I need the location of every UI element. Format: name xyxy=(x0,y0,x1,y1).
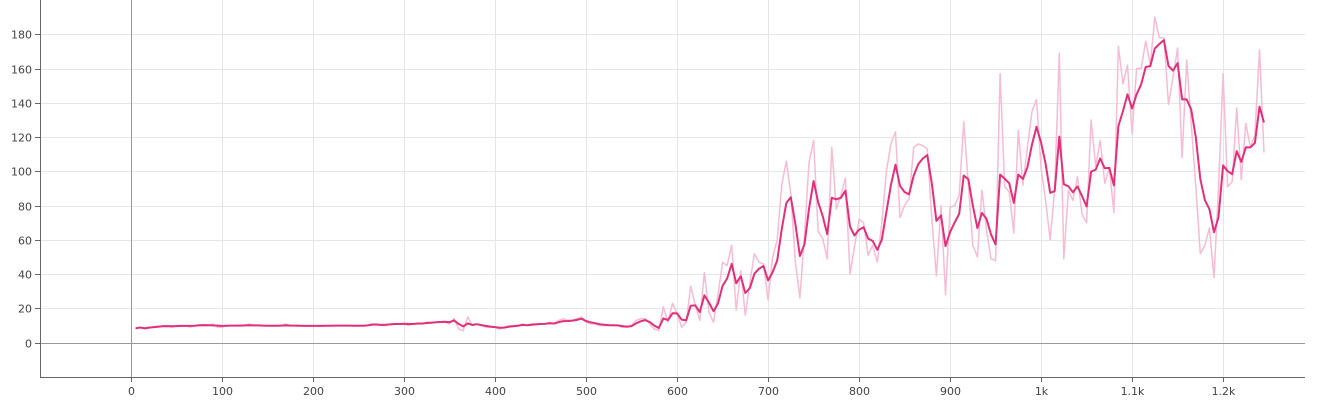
x-tick-label: 1k xyxy=(1035,385,1049,398)
x-tick-label: 900 xyxy=(940,385,961,398)
x-tick-label: 300 xyxy=(394,385,415,398)
y-tick-label: 140 xyxy=(11,98,32,111)
x-tick-label: 0 xyxy=(128,385,135,398)
x-tick-label: 1.2k xyxy=(1212,385,1236,398)
tick-labels: 0 100 200 300 400 500 600 700 800 900 1k 1.1k 1.2k 0 2… xyxy=(11,29,1236,399)
x-tick-label: 500 xyxy=(576,385,597,398)
x-tick-label: 1.1k xyxy=(1121,385,1145,398)
y-tick-label: 80 xyxy=(18,201,32,214)
x-tick-label: 100 xyxy=(212,385,233,398)
y-tick-label: 100 xyxy=(11,166,32,179)
smoothed-series-line xyxy=(135,39,1265,330)
y-tick-label: 180 xyxy=(11,29,32,42)
series-layer xyxy=(135,16,1265,332)
raw-series-line xyxy=(135,16,1265,332)
y-tick-label: 120 xyxy=(11,132,32,145)
x-tick-label: 700 xyxy=(758,385,779,398)
axes xyxy=(35,0,1305,382)
y-tick-label: 0 xyxy=(25,338,32,351)
y-tick-label: 40 xyxy=(18,269,32,282)
x-tick-label: 400 xyxy=(485,385,506,398)
x-tick-label: 600 xyxy=(667,385,688,398)
y-tick-label: 60 xyxy=(18,235,32,248)
x-tick-label: 800 xyxy=(849,385,870,398)
y-tick-label: 20 xyxy=(18,303,32,316)
x-tick-label: 200 xyxy=(303,385,324,398)
y-tick-label: 160 xyxy=(11,64,32,77)
grid xyxy=(40,0,1305,377)
